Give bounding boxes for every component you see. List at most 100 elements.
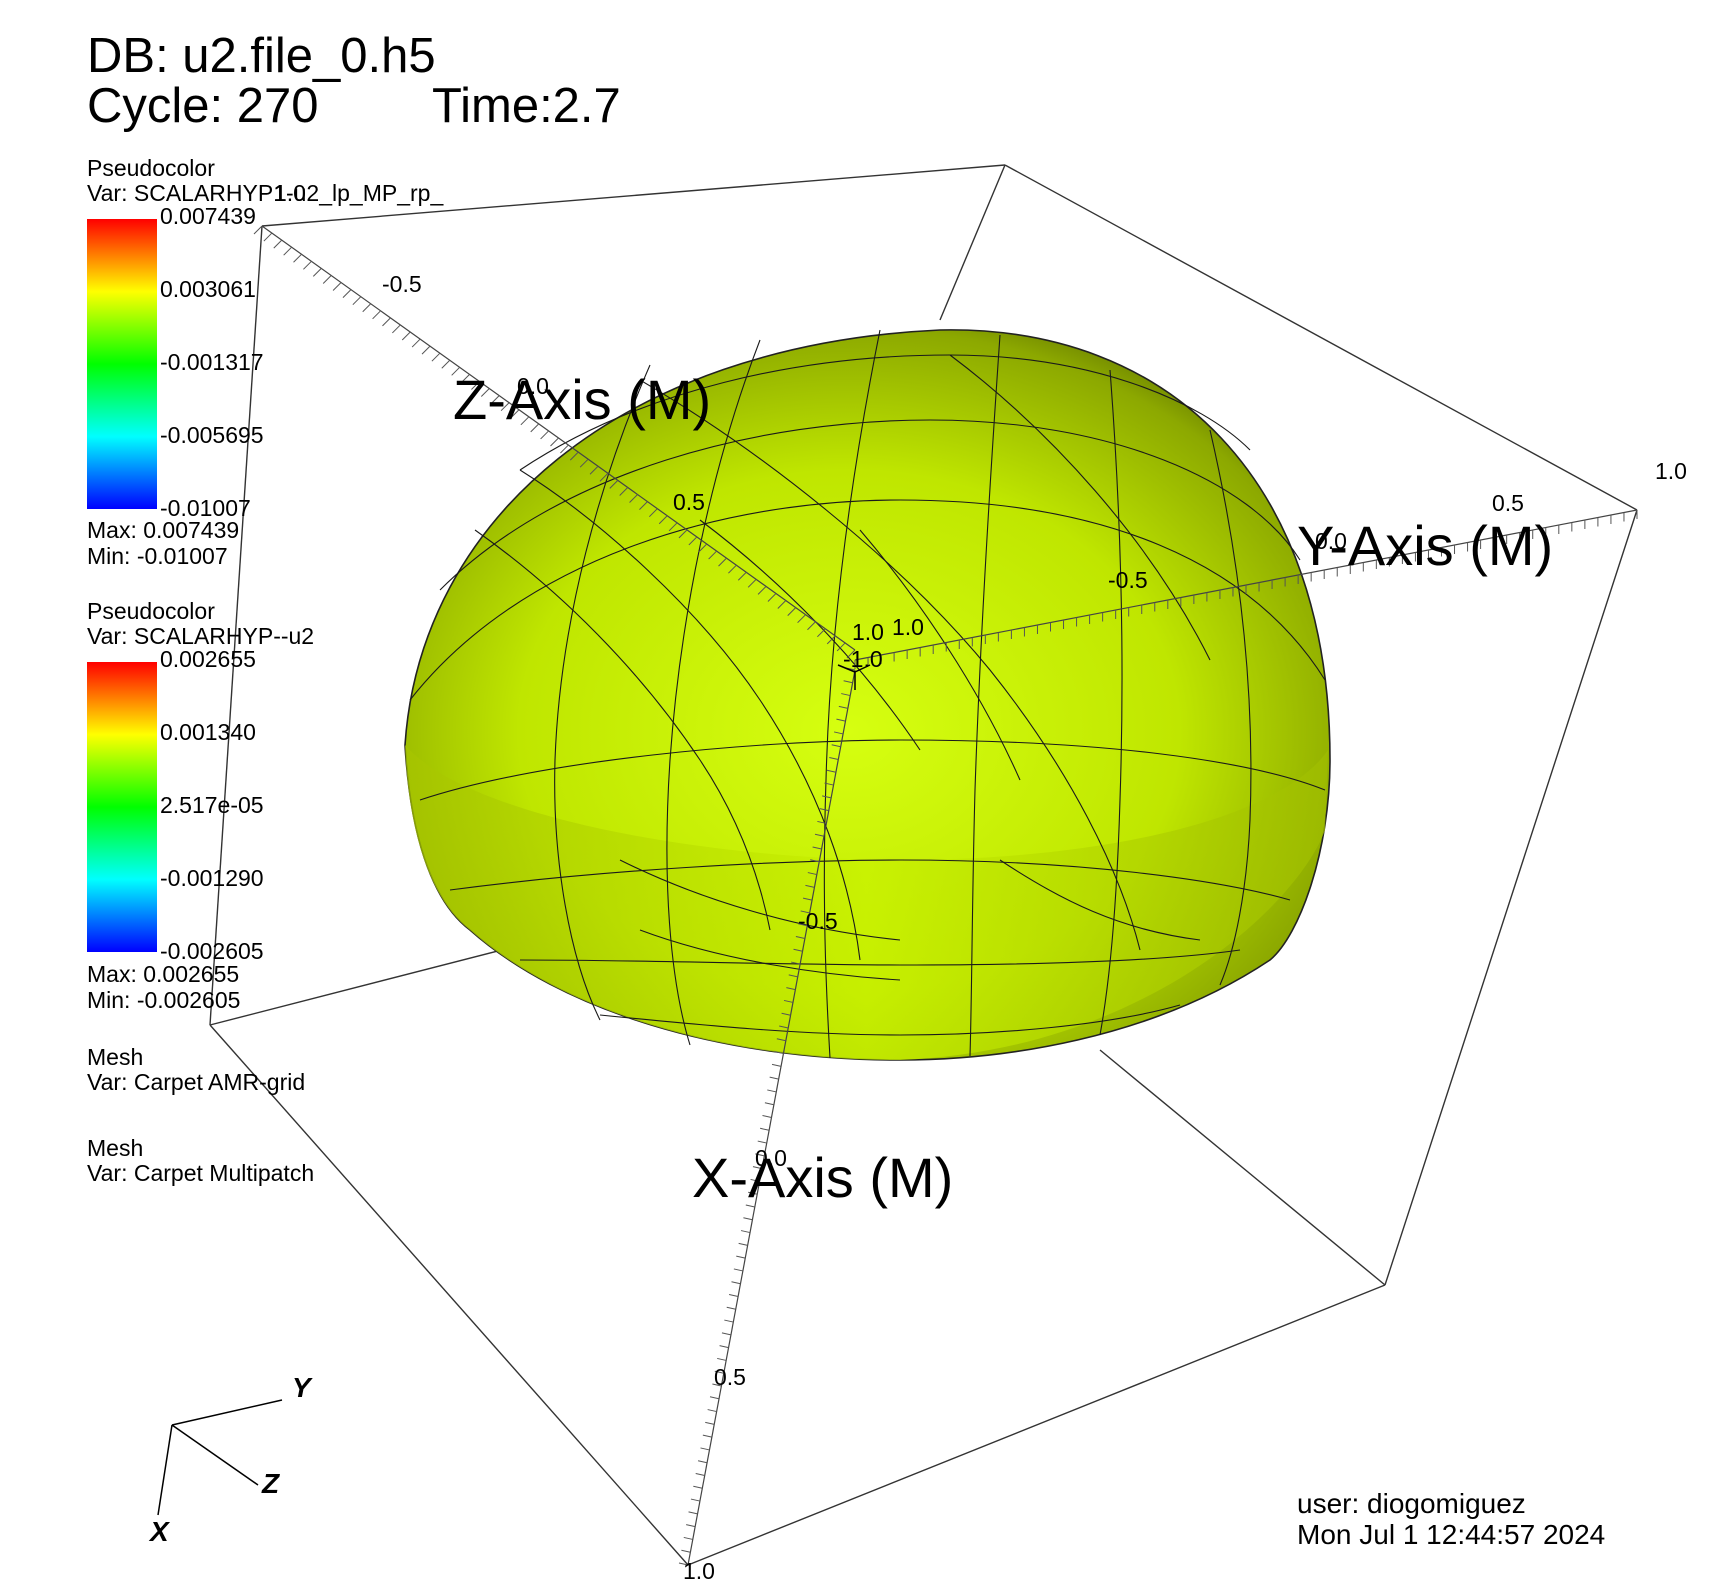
axis-tick-mark	[728, 564, 737, 574]
axis-tick-mark	[362, 303, 372, 313]
x-tick-label: 0.5	[714, 1364, 746, 1390]
axis-tick-mark	[810, 859, 820, 863]
legend-variable: Var: SCALARHYP1-u2_lp_MP_rp_	[87, 180, 444, 206]
user-label: user: diogomiguez	[1297, 1488, 1526, 1519]
axis-tick-mark	[805, 884, 815, 888]
legend-plot-type: Pseudocolor	[87, 598, 215, 624]
axis-tick-mark	[812, 846, 822, 850]
colorbar-tick: 0.003061	[160, 276, 256, 302]
colorbar-tick: 0.001340	[160, 719, 256, 745]
axis-tick-mark	[712, 1383, 722, 1387]
x-tick-label: 0.0	[755, 1145, 787, 1171]
cycle-label: Cycle: 270	[87, 79, 319, 133]
axis-tick-mark	[726, 1306, 736, 1310]
axis-tick-mark	[814, 833, 825, 837]
axis-tick-mark	[767, 593, 777, 602]
axis-tick-mark	[738, 1242, 748, 1246]
axis-tick-mark	[800, 910, 810, 914]
axis-tick-mark	[352, 296, 362, 306]
z-tick-label: 0.0	[517, 373, 549, 399]
database-label: DB: u2.file_0.h5	[87, 29, 436, 83]
axis-tick-mark	[717, 1357, 727, 1361]
axis-tick-mark	[740, 1230, 751, 1234]
z-tick-label: -0.5	[382, 271, 422, 297]
axis-tick-mark	[683, 1536, 693, 1540]
axis-tick-mark	[700, 1447, 710, 1451]
axis-tick-mark	[719, 1345, 729, 1349]
axis-tick-mark	[619, 487, 629, 496]
time-label: Time:2.7	[432, 79, 621, 133]
axis-tick-mark	[693, 1485, 703, 1489]
axis-tick-mark	[760, 1127, 770, 1131]
axis-tick-mark	[648, 508, 658, 518]
axis-tick-mark	[695, 1473, 705, 1476]
axis-tick-mark	[530, 423, 540, 433]
axis-tick-mark	[421, 345, 431, 355]
axis-tick-mark	[629, 494, 638, 503]
axis-tick-mark	[724, 1319, 734, 1323]
axis-tick-mark	[788, 974, 798, 978]
x-axis-ticks	[678, 667, 856, 1566]
axis-tick-mark	[728, 1294, 739, 1297]
z-tick-label: 0.5	[673, 489, 705, 515]
axis-tick-mark	[787, 607, 797, 616]
triad-z-label: Z	[262, 1468, 280, 1499]
axis-tick-mark	[774, 1051, 784, 1055]
axis-tick-mark	[776, 1038, 786, 1042]
axis-tick-mark	[253, 225, 263, 235]
axis-tick-mark	[807, 621, 816, 631]
axis-tick-mark	[668, 522, 678, 532]
axis-tick-mark	[829, 757, 839, 760]
colorbar-tick: -0.002605	[160, 938, 264, 964]
legend-plot-type: Mesh	[87, 1044, 144, 1070]
axis-tick-mark	[798, 923, 808, 927]
orientation-triad	[157, 1399, 283, 1516]
legend-max: Max: 0.007439	[87, 517, 240, 543]
axis-tick-mark	[392, 324, 401, 334]
axis-tick-mark	[599, 472, 609, 482]
legend-plot-type: Mesh	[87, 1135, 144, 1161]
axis-tick-mark	[833, 731, 844, 735]
axis-tick-mark	[752, 1166, 763, 1170]
axis-tick-mark	[569, 451, 579, 461]
axis-tick-mark	[755, 1153, 765, 1157]
axis-tick-mark	[802, 897, 813, 901]
colorbar-tick: -0.005695	[160, 422, 264, 448]
axis-tick-mark	[705, 1421, 715, 1425]
axis-tick-mark	[707, 1409, 717, 1413]
z-tick-label: 1.0	[852, 619, 884, 645]
axis-tick-mark	[757, 586, 767, 595]
axis-tick-mark	[263, 232, 273, 242]
axis-tick-mark	[686, 1524, 696, 1528]
legend-plot-type: Pseudocolor	[87, 155, 215, 181]
legend-min: Min: -0.002605	[87, 987, 241, 1013]
y-tick-label: 0.5	[1492, 490, 1524, 516]
axis-tick-mark	[451, 366, 461, 376]
axis-tick-mark	[748, 1191, 758, 1195]
axis-tick-mark	[698, 543, 708, 553]
x-tick-label: 1.0	[683, 1558, 715, 1584]
colorbar-tick: -0.01007	[160, 495, 251, 521]
axis-tick-mark	[826, 635, 836, 645]
axis-tick-mark	[836, 718, 846, 722]
axis-tick-mark	[697, 1460, 708, 1464]
axis-tick-mark	[743, 1217, 753, 1221]
axis-tick-mark	[688, 536, 698, 546]
axis-tick-mark	[737, 571, 747, 581]
z-axis-title: Z-Axis (M)	[453, 368, 712, 431]
axis-tick-mark	[786, 987, 796, 991]
axis-tick-mark	[540, 430, 549, 440]
axis-tick-mark	[769, 1076, 779, 1080]
axis-tick-mark	[520, 416, 530, 426]
triad-x-label: X	[150, 1516, 169, 1547]
axis-tick-mark	[771, 1063, 782, 1067]
axis-tick-mark	[764, 1102, 774, 1106]
axis-tick-mark	[490, 395, 500, 404]
axis-tick-mark	[781, 1012, 791, 1016]
axis-tick-mark	[678, 529, 688, 539]
axis-tick-mark	[757, 1140, 767, 1144]
axis-tick-mark	[747, 578, 757, 588]
y-tick-label: 0.0	[1315, 528, 1347, 554]
axis-tick-mark	[550, 437, 559, 447]
